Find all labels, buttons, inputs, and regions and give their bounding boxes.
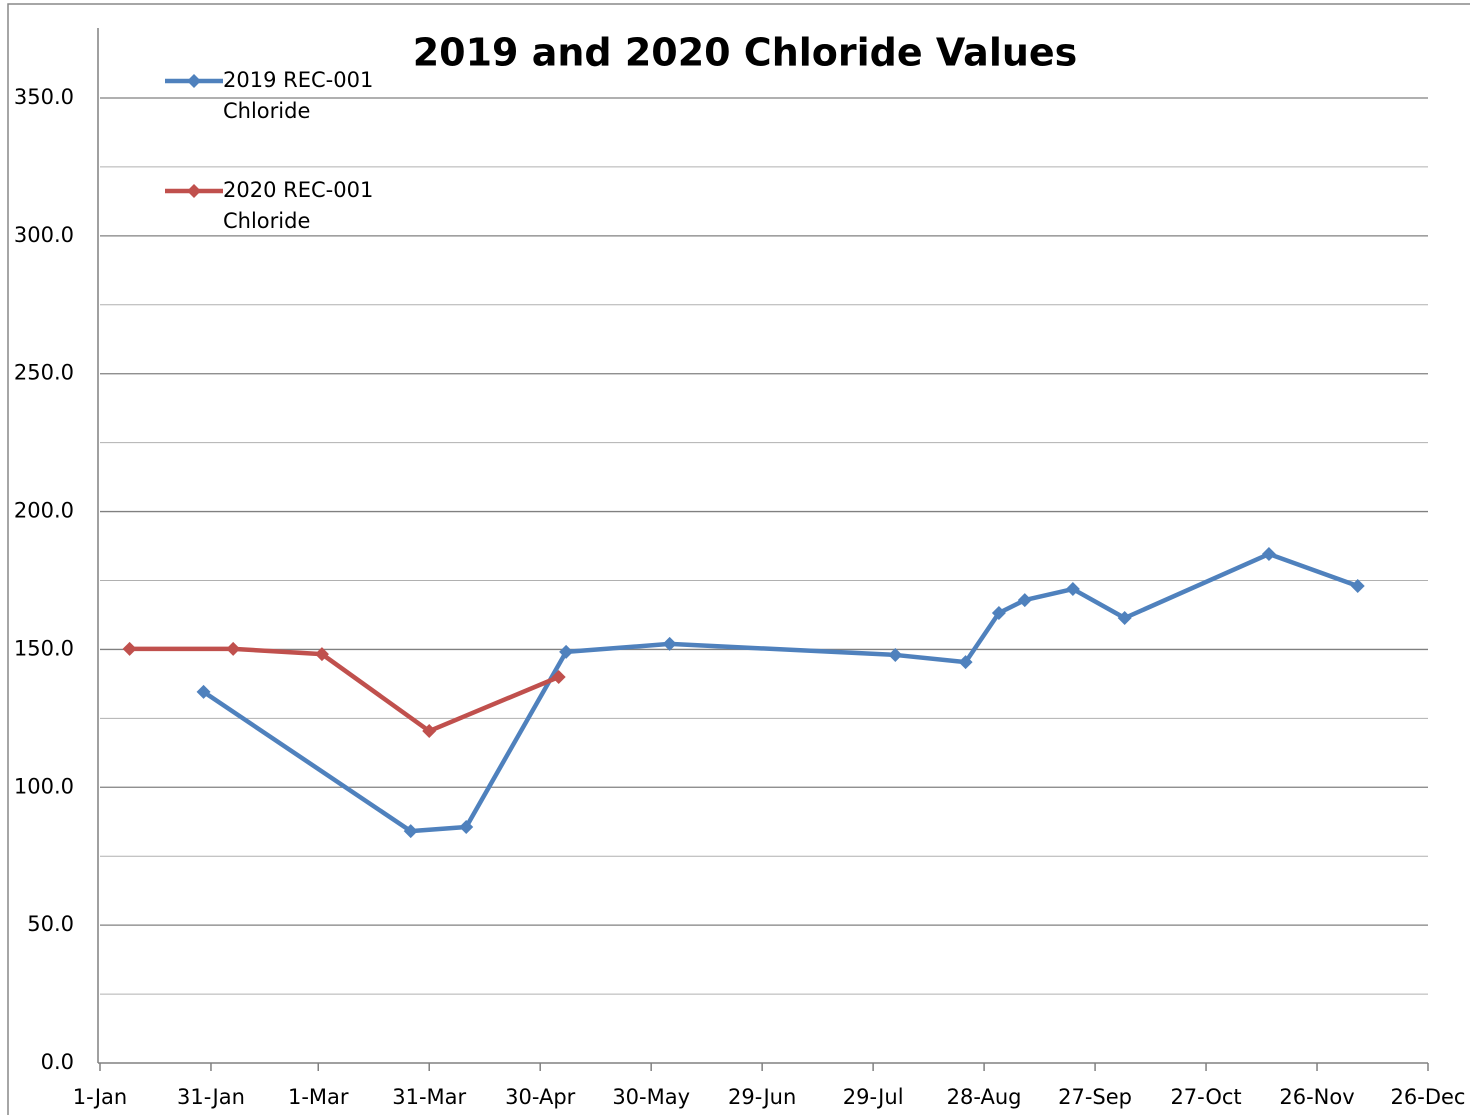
x-tick-label: 27-Oct [1170,1085,1241,1109]
y-tick-label: 250.0 [14,361,74,385]
legend-marker [187,184,201,198]
x-tick-label: 28-Aug [947,1085,1022,1109]
point-marker [422,724,437,739]
x-tick-label: 26-Dec [1391,1085,1466,1109]
x-tick-label: 31-Mar [392,1085,466,1109]
point-marker [888,647,903,662]
point-marker [196,684,211,699]
point-marker [662,636,677,651]
chart-frame [7,3,1470,1119]
x-tick-label: 29-Jul [843,1085,904,1109]
legend-marker [187,74,201,88]
point-marker [122,641,137,656]
legend-label: 2020 REC-001 Chloride [223,178,374,233]
x-tick-label: 29-Jun [728,1085,796,1109]
legend-entry: 2019 REC-001 Chloride [223,68,374,123]
y-tick-label: 350.0 [14,85,74,109]
x-tick-label: 31-Jan [177,1085,245,1109]
y-tick-label: 200.0 [14,499,74,523]
point-marker [551,670,566,684]
point-marker [1017,593,1032,608]
point-marker [314,647,329,662]
x-tick-label: 1-Jan [73,1085,127,1109]
y-tick-label: 100.0 [14,774,74,798]
legend-entry: 2020 REC-001 Chloride [223,178,374,233]
chart-title: 2019 and 2020 Chloride Values [413,31,1078,75]
x-tick-label: 27-Sep [1058,1085,1132,1109]
x-tick-label: 30-May [612,1085,690,1109]
point-marker [1261,547,1276,562]
point-marker [958,655,973,670]
y-tick-label: 0.0 [41,1050,74,1074]
point-marker [1065,582,1080,597]
x-tick-label: 1-Mar [288,1085,349,1109]
y-tick-label: 300.0 [14,223,74,247]
point-marker [1350,579,1365,594]
legend-label: 2019 REC-001 Chloride [223,68,374,123]
point-marker [559,644,574,659]
point-marker [1117,610,1132,625]
point-marker [226,641,241,656]
point-marker [459,819,474,834]
point-marker [991,606,1006,621]
y-tick-label: 150.0 [14,636,74,660]
x-tick-label: 26-Nov [1279,1085,1354,1109]
point-marker [403,824,418,839]
y-tick-label: 50.0 [27,912,74,936]
x-tick-label: 30-Apr [505,1085,576,1109]
